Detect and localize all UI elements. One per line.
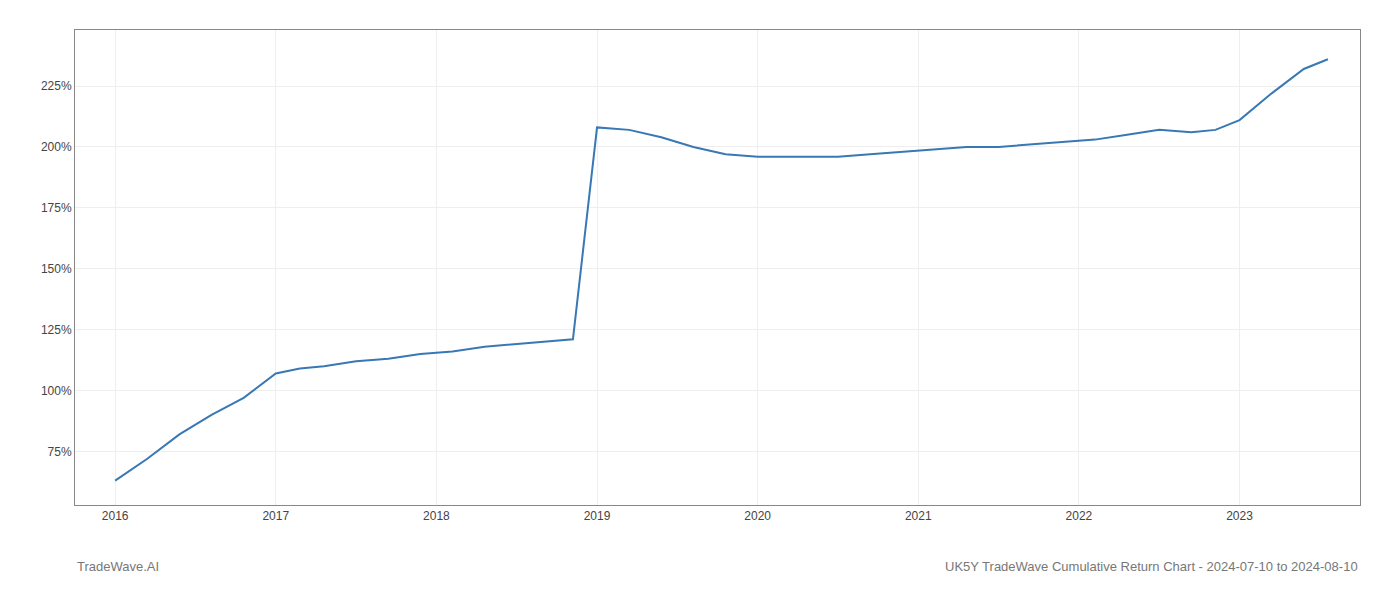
svg-text:2020: 2020: [744, 509, 771, 523]
svg-text:175%: 175%: [41, 201, 72, 215]
svg-text:75%: 75%: [48, 445, 72, 459]
svg-text:UK5Y TradeWave Cumulative Retu: UK5Y TradeWave Cumulative Return Chart -…: [945, 559, 1358, 574]
svg-text:2021: 2021: [905, 509, 932, 523]
svg-text:200%: 200%: [41, 140, 72, 154]
svg-text:2018: 2018: [423, 509, 450, 523]
svg-text:2023: 2023: [1226, 509, 1253, 523]
svg-text:225%: 225%: [41, 79, 72, 93]
svg-text:2019: 2019: [584, 509, 611, 523]
svg-text:2016: 2016: [102, 509, 129, 523]
svg-text:100%: 100%: [41, 384, 72, 398]
svg-text:150%: 150%: [41, 262, 72, 276]
svg-text:125%: 125%: [41, 323, 72, 337]
svg-text:2022: 2022: [1066, 509, 1093, 523]
svg-text:TradeWave.AI: TradeWave.AI: [77, 559, 159, 574]
svg-text:2017: 2017: [262, 509, 289, 523]
